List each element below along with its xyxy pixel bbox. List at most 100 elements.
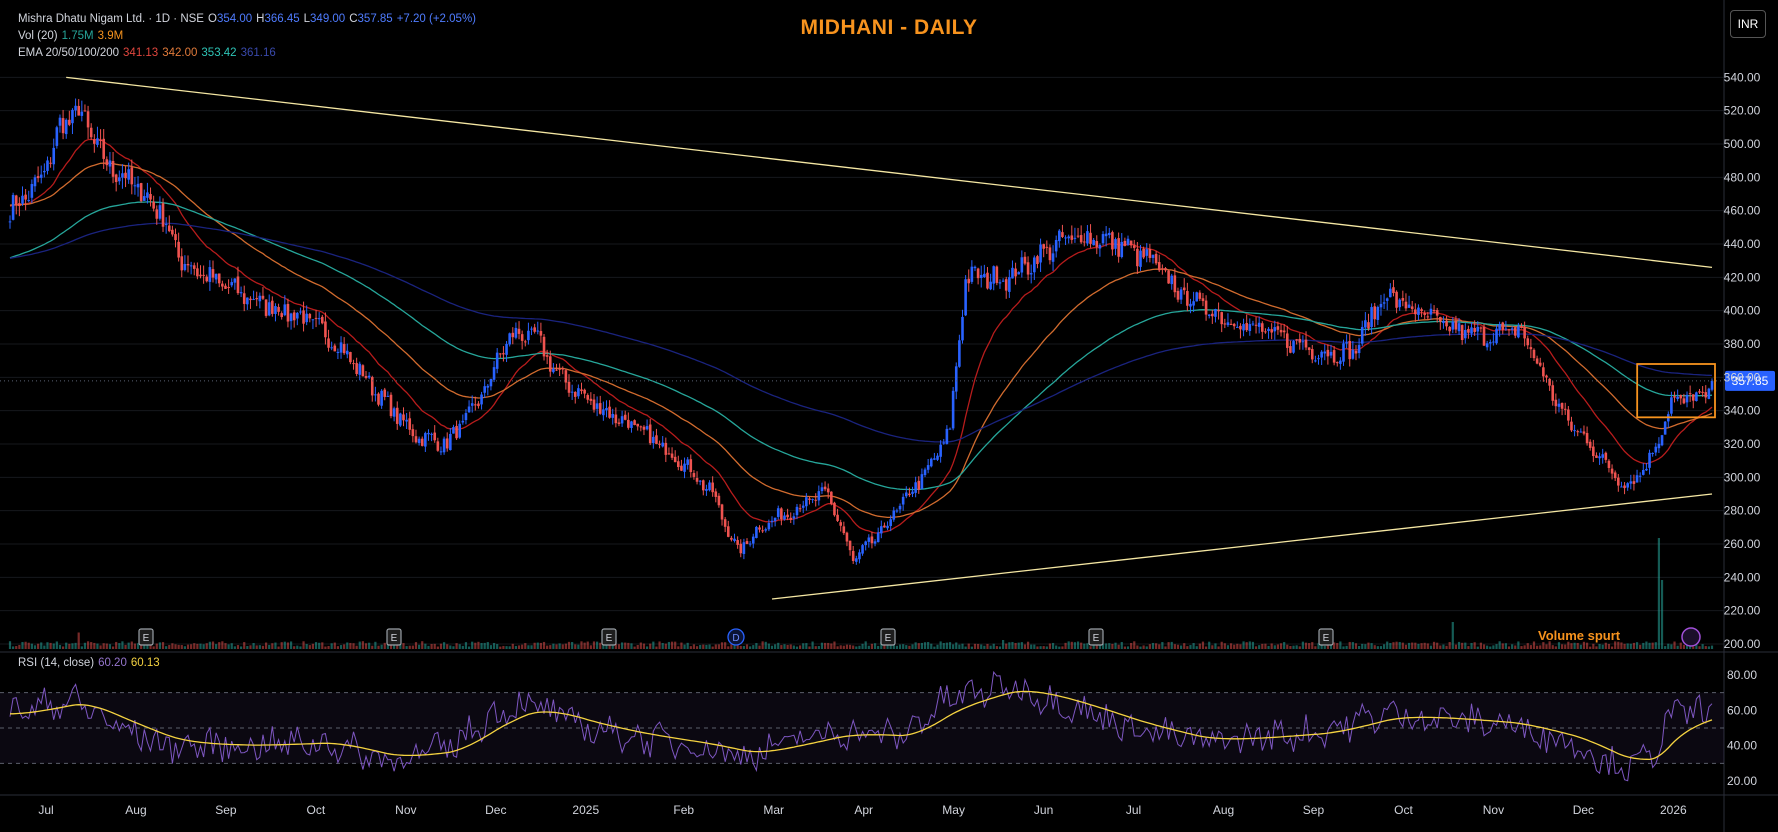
candle-body	[1657, 443, 1661, 449]
volume-bar	[1473, 642, 1476, 649]
candle-body	[914, 482, 917, 493]
candle-body	[1264, 331, 1267, 333]
volume-bar	[617, 644, 621, 649]
candle-body	[345, 350, 349, 355]
volume-bar	[745, 644, 749, 649]
candle-body	[573, 392, 577, 397]
volume-bar	[614, 644, 617, 649]
currency-button[interactable]: INR	[1730, 10, 1766, 38]
candle-body	[686, 459, 689, 465]
candle-body	[1017, 272, 1021, 275]
candle-body	[249, 298, 252, 301]
volume-bar	[814, 646, 817, 649]
volume-bar	[1464, 642, 1467, 649]
candle-body	[1301, 341, 1305, 343]
high-label: H	[256, 13, 265, 25]
candle-body	[1670, 397, 1673, 414]
volume-bar	[1632, 642, 1636, 649]
candle-body	[1463, 329, 1467, 339]
volume-bar	[977, 643, 980, 649]
time-tick-label: Oct	[1394, 803, 1413, 817]
price-tick-label: 460.00	[1724, 204, 1761, 218]
volume-bar	[321, 642, 324, 649]
candle-body	[367, 375, 371, 378]
candle-body	[1211, 313, 1214, 317]
candle-body	[414, 436, 418, 443]
candle-body	[680, 465, 683, 471]
candle-body	[330, 347, 333, 349]
candle-body	[392, 408, 396, 417]
candle-body	[233, 278, 237, 283]
volume-bar	[599, 642, 602, 649]
candle-body	[1036, 256, 1039, 265]
candle-body	[539, 331, 543, 336]
volume-bar	[1670, 644, 1673, 649]
candle-body	[242, 293, 246, 304]
candle-body	[292, 312, 296, 321]
volume-bar	[1495, 644, 1498, 649]
volume-bar	[27, 642, 30, 649]
volume-bar	[1333, 642, 1336, 649]
candle-body	[127, 169, 130, 180]
volume-bar	[758, 645, 761, 649]
candle-body	[402, 414, 405, 421]
candle-body	[1307, 347, 1311, 350]
candle-body	[1104, 233, 1108, 237]
volume-bar	[1370, 643, 1373, 649]
candle-body	[1051, 253, 1055, 262]
candle-body	[1298, 338, 1302, 343]
volume-bar	[764, 641, 767, 649]
candle-body	[633, 420, 636, 426]
volume-bar	[1311, 642, 1314, 649]
candle-body	[1688, 393, 1692, 395]
volume-bar	[1417, 643, 1420, 649]
ema-20-line	[9, 138, 1713, 534]
volume-bar	[1492, 645, 1495, 649]
volume-bar	[767, 643, 770, 649]
candle-body	[1254, 324, 1258, 326]
candle-body	[904, 492, 908, 497]
candle-body	[171, 229, 174, 235]
candle-body	[189, 265, 193, 267]
volume-bar	[1607, 643, 1611, 649]
volume-bar	[620, 642, 624, 649]
candle-body	[739, 543, 743, 554]
earnings-marker-label: E	[606, 633, 613, 644]
volume-bar	[858, 645, 861, 649]
candle-body	[1532, 349, 1536, 359]
earnings-marker-label: E	[885, 633, 892, 644]
volume-bar	[1532, 641, 1536, 649]
volume-bar	[724, 642, 727, 649]
volume-bar	[1623, 643, 1626, 649]
candle-body	[430, 433, 433, 435]
volume-bar	[789, 644, 792, 649]
volume-bar	[1261, 643, 1264, 649]
candle-body	[1513, 327, 1517, 336]
volume-bar	[727, 646, 730, 649]
volume-bar	[1601, 644, 1604, 649]
close-label: C	[349, 13, 358, 25]
volume-bar	[1195, 646, 1198, 649]
candle-body	[296, 312, 299, 319]
candle-body	[1395, 291, 1398, 308]
volume-bar	[21, 641, 24, 649]
candle-body	[1157, 262, 1161, 271]
candle-body	[1660, 435, 1664, 446]
candle-body	[1179, 289, 1183, 300]
volume-bar	[274, 642, 277, 649]
volume-bar	[711, 646, 714, 649]
volume-bar	[221, 641, 224, 649]
volume-bar	[190, 644, 193, 649]
volume-bar	[8, 641, 12, 649]
candle-body	[639, 426, 643, 428]
candle-body	[71, 109, 74, 124]
candle-body	[695, 478, 699, 482]
candle-body	[1033, 257, 1036, 273]
volume-bar	[433, 643, 436, 649]
candle-body	[1332, 350, 1336, 363]
volume-bar	[1701, 644, 1704, 649]
candle-body	[61, 118, 65, 134]
volume-bar	[130, 641, 133, 649]
candle-body	[836, 514, 839, 521]
